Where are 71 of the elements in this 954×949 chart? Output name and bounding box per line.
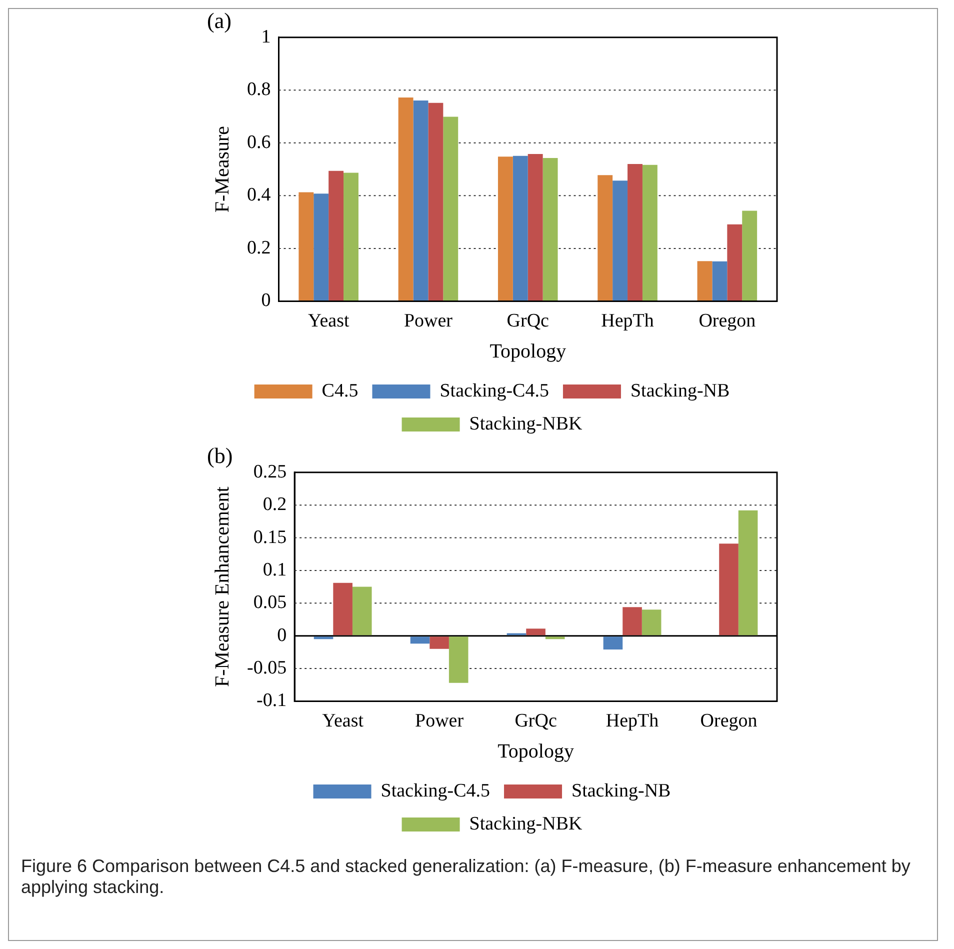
bar [413, 100, 428, 300]
bar [742, 210, 758, 300]
legend-label: Stacking-NB [630, 380, 730, 402]
bar [314, 636, 334, 640]
x-tick-label: GrQc [506, 310, 549, 332]
bar [430, 636, 449, 649]
x-tick-label: Power [415, 710, 464, 732]
y-tick-label: 0.8 [247, 79, 271, 100]
x-tick-label: Yeast [322, 710, 364, 732]
y-tick-label: 0.05 [253, 592, 287, 614]
bar [344, 172, 358, 300]
bar [719, 544, 738, 636]
y-axis-title: F-Measure [211, 126, 234, 213]
bar [545, 636, 565, 640]
bar [697, 261, 712, 300]
legend-label: C4.5 [322, 380, 358, 402]
y-tick-label: 0 [261, 290, 271, 312]
legend-label: Stacking-NB [572, 780, 671, 802]
chart-title: (b) [207, 442, 233, 468]
bar [398, 98, 414, 300]
bar [598, 175, 613, 300]
x-tick-label: Oregon [698, 310, 756, 332]
bar [512, 156, 528, 300]
y-tick-label: 1 [261, 26, 271, 48]
y-tick-label: 0.1 [262, 559, 287, 580]
legend-label: Stacking-NBK [469, 813, 582, 834]
y-tick-label: 0.2 [247, 237, 271, 258]
x-tick-label: Yeast [308, 310, 350, 332]
x-axis-title: Topology [490, 340, 566, 362]
x-tick-label: HepTh [601, 310, 654, 332]
bar [498, 156, 513, 300]
y-tick-label: 0.2 [262, 494, 287, 516]
y-tick-label: 0.25 [253, 461, 287, 482]
bar [528, 154, 543, 300]
y-tick-label: -0.05 [247, 658, 287, 678]
legend-label: Stacking-C4.5 [380, 780, 490, 802]
bar [622, 607, 642, 636]
bar [738, 510, 758, 636]
bar [526, 628, 546, 636]
bar [603, 636, 623, 650]
y-tick-label: 0.6 [247, 132, 271, 153]
y-tick-label: -0.1 [256, 690, 287, 712]
bar [410, 636, 430, 644]
bar [542, 158, 558, 300]
bar [712, 261, 728, 300]
x-tick-label: Power [404, 310, 454, 332]
bar [333, 582, 352, 636]
caption: Figure 6 Comparison between C4.5 and stacked generalization: (a) F-measure, (b) F-measure enhancement by applying stacking. [21, 856, 912, 898]
legend-label: Stacking-NBK [469, 413, 582, 434]
bar [352, 586, 372, 636]
bar [642, 164, 658, 300]
chart-title: (a) [207, 8, 232, 33]
x-axis-title: Topology [498, 740, 574, 762]
x-tick-label: Oregon [700, 710, 758, 732]
bar [628, 164, 642, 300]
y-tick-label: 0.15 [253, 526, 287, 548]
bar [298, 192, 314, 300]
bar [448, 636, 468, 683]
bar [612, 180, 628, 300]
bar [314, 194, 329, 300]
y-axis-title: F-Measure Enhancement [211, 486, 234, 688]
x-tick-label: GrQc [514, 710, 557, 732]
y-tick-label: 0 [277, 624, 287, 646]
y-tick-label: 0.4 [247, 184, 272, 206]
x-tick-label: HepTh [606, 710, 660, 732]
bar [428, 102, 444, 300]
bar [727, 224, 742, 300]
bar [642, 610, 662, 636]
bar [443, 116, 458, 300]
legend-label: Stacking-C4.5 [440, 380, 549, 402]
bar [328, 170, 344, 300]
